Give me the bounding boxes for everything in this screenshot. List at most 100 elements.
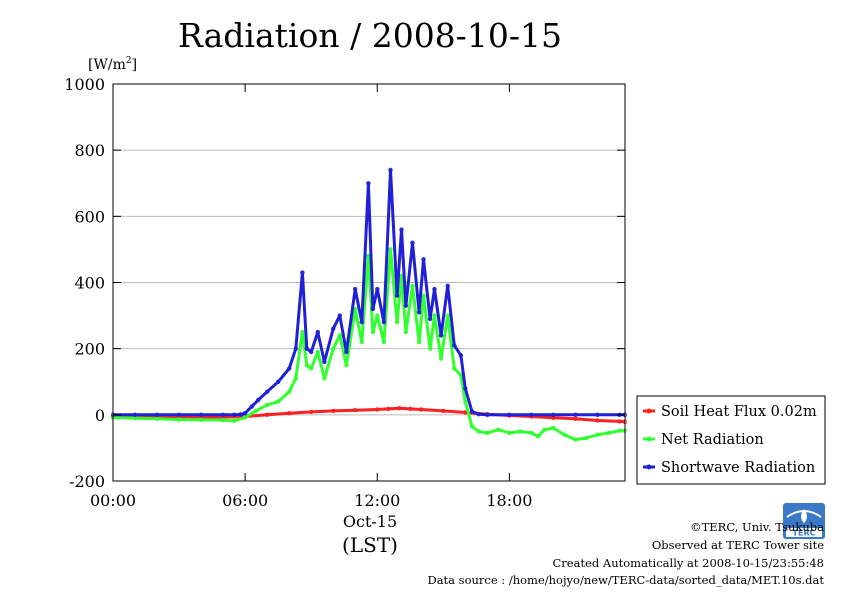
data-point [381, 320, 387, 325]
series-line-2 [113, 168, 625, 417]
legend-label: Net Radiation [661, 432, 764, 448]
data-point [331, 346, 336, 351]
data-point [276, 379, 281, 384]
data-point [410, 240, 415, 245]
chart-title: Radiation / 2008-10-15 [178, 16, 562, 55]
data-point [408, 406, 413, 412]
data-point [432, 286, 437, 292]
data-point [573, 437, 578, 442]
data-point [315, 329, 320, 335]
data-point [438, 333, 444, 338]
data-point [242, 411, 248, 416]
data-point [416, 310, 422, 315]
legend-marker [646, 408, 652, 414]
data-point [416, 339, 422, 345]
data-point [463, 386, 468, 391]
copyright-text: ©TERC, Univ. Tsukuba [690, 520, 824, 534]
data-point [427, 346, 433, 351]
data-point [304, 346, 309, 351]
data-point [410, 283, 415, 288]
x-tick-label: 12:00 [354, 491, 400, 510]
data-point [397, 406, 402, 411]
data-point [265, 389, 270, 394]
data-point [485, 412, 490, 417]
observed-text: Observed at TERC Tower site [651, 538, 824, 552]
data-point [595, 412, 600, 417]
data-point [242, 415, 248, 420]
data-point [220, 412, 226, 417]
data-point [518, 429, 523, 434]
legend-label: Soil Heat Flux 0.02m [661, 404, 817, 420]
y-tick-label: 800 [74, 141, 105, 160]
data-point [485, 430, 490, 436]
data-point [617, 419, 622, 424]
y-axis-unit: [W/m2] [88, 56, 137, 73]
data-point [370, 329, 376, 335]
data-point [529, 412, 534, 417]
data-point [381, 339, 387, 345]
data-point [507, 412, 512, 417]
data-point [300, 329, 305, 335]
data-point [353, 408, 358, 413]
x-axis: 00:00 06:00 12:00 18:00 [90, 84, 532, 510]
y-tick-label: -200 [69, 472, 105, 491]
data-point [370, 306, 376, 312]
x-tick-label: 06:00 [222, 491, 268, 510]
data-point [469, 409, 475, 414]
data-point [309, 349, 314, 355]
data-point [551, 412, 556, 417]
data-point [309, 409, 314, 415]
data-point [198, 412, 204, 417]
data-point [309, 366, 314, 371]
data-point [304, 363, 309, 368]
series-line-0 [112, 406, 626, 424]
data-point [344, 363, 349, 368]
data-point [375, 313, 380, 318]
data-point [595, 418, 600, 423]
source-text: Data source : /home/hojyo/new/TERC-data/… [427, 573, 824, 587]
data-point [293, 376, 298, 381]
data-point [154, 412, 160, 417]
data-point [388, 247, 393, 252]
data-point [463, 399, 468, 404]
data-point [399, 227, 404, 232]
date-label: Oct-15 [343, 512, 397, 531]
data-point [198, 417, 204, 422]
data-point [445, 283, 450, 288]
data-point [562, 432, 567, 437]
svg-text:TERC: TERC [793, 529, 816, 538]
data-point [438, 356, 444, 361]
legend-marker [646, 464, 652, 470]
data-point [476, 429, 481, 434]
data-point [573, 416, 578, 421]
x-tick-label: 00:00 [90, 491, 136, 510]
y-tick-label: 0 [95, 406, 105, 425]
data-point [231, 418, 237, 423]
data-point [375, 407, 380, 412]
data-point [132, 412, 138, 417]
data-point [606, 430, 611, 436]
data-point [253, 408, 259, 414]
data-point [315, 349, 320, 355]
data-point [353, 286, 358, 292]
data-point [427, 316, 433, 322]
x-axis-label: (LST) [342, 533, 398, 557]
data-point [452, 366, 457, 371]
data-point [551, 425, 556, 431]
data-point [476, 412, 481, 417]
data-point [458, 353, 464, 358]
series-layer [110, 167, 628, 442]
data-point [256, 397, 261, 403]
data-point [421, 257, 426, 262]
data-point [331, 326, 336, 331]
legend: Soil Heat Flux 0.02m Net Radiation Shortwa… [636, 395, 826, 485]
legend-box [636, 395, 826, 485]
data-point [366, 181, 371, 186]
data-point [617, 428, 622, 433]
data-point [331, 408, 336, 414]
data-point [432, 313, 437, 318]
legend-label: Shortwave Radiation [661, 460, 815, 476]
data-point [403, 303, 409, 308]
series-line-1 [112, 247, 625, 442]
